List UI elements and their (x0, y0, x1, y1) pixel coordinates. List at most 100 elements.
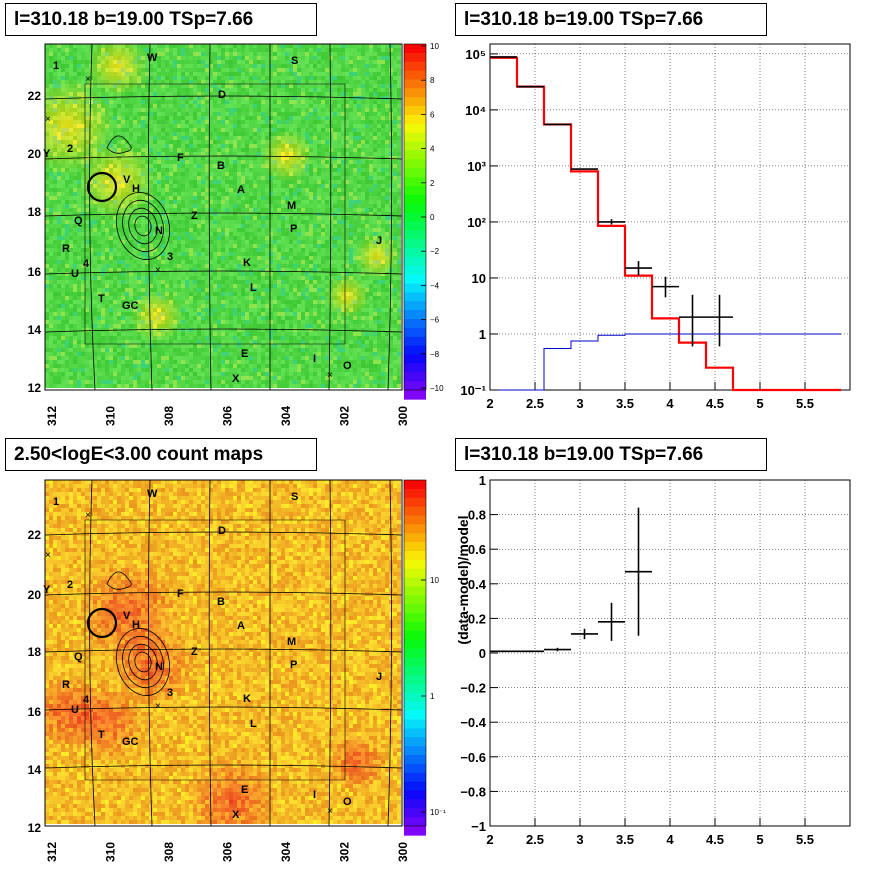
source-contour (106, 135, 132, 154)
map-grid-parallel (44, 591, 403, 596)
map-grid-parallel (44, 95, 403, 100)
source-label-X: X (232, 809, 240, 821)
map-x-tick: 304 (279, 406, 293, 426)
map-x-tick: 306 (221, 842, 235, 862)
spectrum-plot: 2 2.5 3 3.5 4 4.5 5 5.5 10⁵ 10⁴ 10³ 10² 10 1 10⁻¹ (460, 43, 851, 411)
title-box-bottom-left: 2.50<logE<3.00 count maps (5, 438, 317, 471)
source-label-A: A (237, 620, 245, 632)
map-grid-meridian (89, 43, 96, 391)
map-grid-meridian (148, 43, 153, 391)
residual-y-tick: 0.6 (468, 542, 486, 557)
source-label-1: 1 (53, 496, 59, 508)
map-x-tick: 300 (396, 842, 410, 862)
data-point (652, 276, 679, 298)
source-label-Z: Z (191, 210, 198, 222)
source-marker: × (327, 806, 333, 817)
residual-x-tick: 5 (756, 832, 763, 847)
map-y-tick: 12 (28, 821, 42, 835)
map-x-tick: 302 (338, 842, 352, 862)
source-label-F: F (177, 152, 184, 164)
colorbar-tick: 6 (430, 110, 435, 119)
spectrum-x-tick: 3.5 (616, 396, 634, 411)
map-grid-meridian (89, 479, 96, 827)
source-label-V: V (123, 174, 131, 186)
source-label-L: L (250, 718, 257, 730)
spectrum-y-tick: 10⁻¹ (460, 383, 486, 398)
background-histogram (490, 333, 841, 391)
map-x-tick: 306 (221, 406, 235, 426)
spectrum-grid (490, 44, 850, 390)
map-x-tick: 302 (338, 406, 352, 426)
source-label-4: 4 (83, 258, 90, 270)
map-grid-parallel (44, 212, 403, 217)
map-x-tick: 310 (104, 842, 118, 862)
map-grid-parallel (44, 155, 403, 160)
residual-point (544, 647, 571, 652)
data-point (625, 261, 652, 276)
model-histogram (490, 56, 841, 392)
residual-x-tick: 4.5 (706, 832, 724, 847)
source-label-M: M (287, 200, 296, 212)
map-y-tick: 22 (28, 528, 42, 542)
source-label-I: I (313, 353, 316, 365)
title-box-top-right: l=310.18 b=19.00 TSp=7.66 (455, 3, 767, 36)
source-label-L: L (250, 282, 257, 294)
map-y-tick: 18 (28, 645, 42, 659)
map-y-tick: 18 (28, 205, 42, 219)
residual-plot: 2 2.5 3 3.5 4 4.5 5 5.5 1 0.8 0.6 0.4 0.2 0 −0.2 −0.4 −0… (455, 473, 851, 847)
map-grid (44, 43, 403, 391)
source-label-D: D (218, 89, 226, 101)
source-label-2: 2 (67, 579, 73, 591)
map-grid-parallel (44, 706, 403, 711)
residual-x-tick: 2 (486, 832, 493, 847)
map-grid-meridian (328, 479, 332, 827)
colorbar: 10 1 10⁻¹ (403, 479, 446, 836)
sky-map-bottom: 1 W S D Y 2 F B VH A M Q Z N P J R 4 3 K U L T GC E I O X × × × × 312 310… (28, 479, 446, 862)
colorbar-tick: 4 (430, 145, 435, 154)
source-marker: × (85, 74, 91, 85)
source-marker: × (327, 370, 333, 381)
source-label-I: I (313, 789, 316, 801)
map-frame (44, 479, 403, 827)
spectrum-x-tick: 2.5 (526, 396, 544, 411)
residual-y-tick: −0.2 (460, 681, 486, 696)
map-grid-parallel (44, 531, 403, 536)
source-label-N: N (155, 225, 163, 237)
source-label-U: U (71, 704, 79, 716)
title-bottom-left: 2.50<logE<3.00 count maps (14, 444, 264, 465)
residual-point (571, 628, 598, 640)
map-grid-meridian (328, 43, 332, 391)
colorbar-tick: −10 (430, 384, 444, 393)
data-point (706, 294, 733, 347)
source-label-S: S (291, 55, 298, 67)
residual-x-tick: 2.5 (526, 832, 544, 847)
map-x-tick: 304 (279, 842, 293, 862)
source-marker: × (85, 510, 91, 521)
colorbar-tick: 0 (430, 213, 435, 222)
colorbar: 10 8 6 4 2 0 −2 −4 −6 −8 −10 (403, 42, 444, 400)
residual-point (517, 650, 544, 653)
title-bottom-right: l=310.18 b=19.00 TSp=7.66 (464, 444, 704, 465)
map-frame (44, 43, 403, 391)
source-contour (115, 628, 171, 696)
residual-x-tick: 5.5 (796, 832, 814, 847)
source-label-GC: GC (122, 736, 139, 748)
map-x-tick: 310 (104, 406, 118, 426)
spectrum-x-tick: 2 (486, 396, 493, 411)
residual-y-label: (data-model)/model (455, 515, 471, 644)
spectrum-y-tick: 10² (467, 215, 486, 230)
map-grid-meridian (148, 479, 153, 827)
map-grid (44, 479, 403, 827)
map-grid-parallel (44, 328, 403, 333)
source-contour (122, 635, 164, 689)
map-grid-parallel (44, 764, 403, 769)
source-label-3: 3 (167, 251, 173, 263)
source-label-3: 3 (167, 687, 173, 699)
map-grid-meridian (387, 479, 392, 827)
roi-outline (84, 83, 346, 345)
map-y-tick: 20 (28, 147, 42, 161)
spectrum-x-tick: 4 (666, 396, 674, 411)
source-contour (134, 215, 152, 237)
title-top-left: l=310.18 b=19.00 TSp=7.66 (14, 9, 254, 30)
map-y-tick: 14 (28, 323, 42, 337)
